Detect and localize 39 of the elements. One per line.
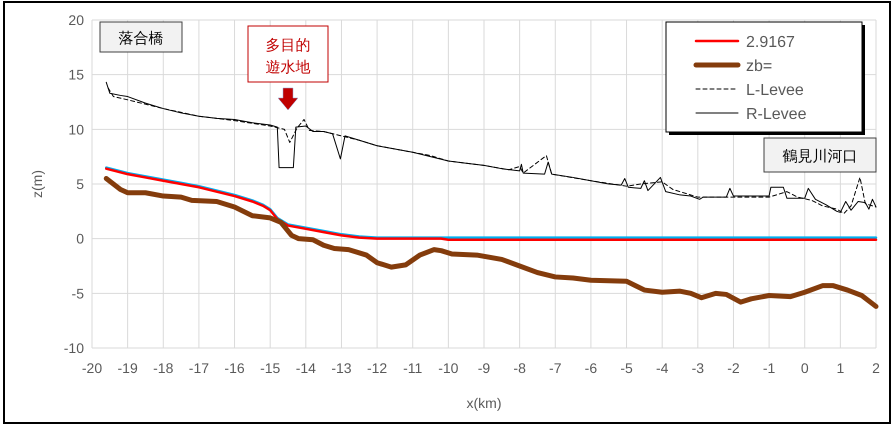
x-tick-label: -2: [727, 360, 740, 376]
x-tick-label: -9: [478, 360, 490, 376]
x-tick-label: -6: [584, 360, 598, 376]
x-tick-label: 0: [800, 360, 809, 376]
x-tick-label: -13: [331, 360, 352, 376]
x-tick-label: -10: [438, 360, 459, 376]
y-tick-label: 0: [76, 230, 84, 247]
x-tick-label: -7: [549, 360, 562, 376]
annotation: 落合橋: [118, 30, 164, 47]
x-tick-label: -14: [296, 360, 316, 376]
annotation: 多目的遊水地: [266, 37, 310, 76]
x-tick-label: -15: [260, 360, 281, 376]
x-tick-label: -20: [82, 360, 102, 376]
y-tick-label: -10: [64, 340, 84, 356]
x-tick-label: -8: [513, 360, 526, 376]
y-axis-title: z(m): [29, 170, 45, 198]
legend-label: R-Levee: [746, 106, 807, 123]
x-tick-label: -11: [403, 360, 423, 376]
annotation: 鶴見川河口: [782, 148, 858, 165]
x-tick-label: -16: [224, 360, 245, 376]
x-tick-label: -18: [153, 360, 174, 376]
x-tick-label: 1: [836, 360, 844, 376]
x-tick-label: 2: [872, 360, 880, 376]
legend-label: zb=: [746, 58, 772, 75]
y-tick-label: 10: [68, 121, 84, 138]
x-tick-label: -5: [620, 360, 633, 376]
y-tick-label: 5: [76, 176, 84, 192]
y-tick-label: -5: [72, 285, 84, 302]
x-tick-label: -19: [118, 360, 138, 376]
y-tick-label: 15: [68, 66, 84, 83]
x-tick-label: -17: [188, 360, 210, 376]
y-tick-label: 20: [68, 12, 84, 28]
x-tick-label: -1: [762, 360, 776, 376]
legend-label: L-Levee: [746, 82, 804, 99]
x-tick-label: -12: [366, 360, 388, 376]
x-axis-title: x(km): [466, 395, 502, 411]
x-tick-label: -4: [656, 360, 669, 376]
x-tick-label: -3: [692, 360, 704, 376]
legend-label: 2.9167: [746, 34, 796, 51]
